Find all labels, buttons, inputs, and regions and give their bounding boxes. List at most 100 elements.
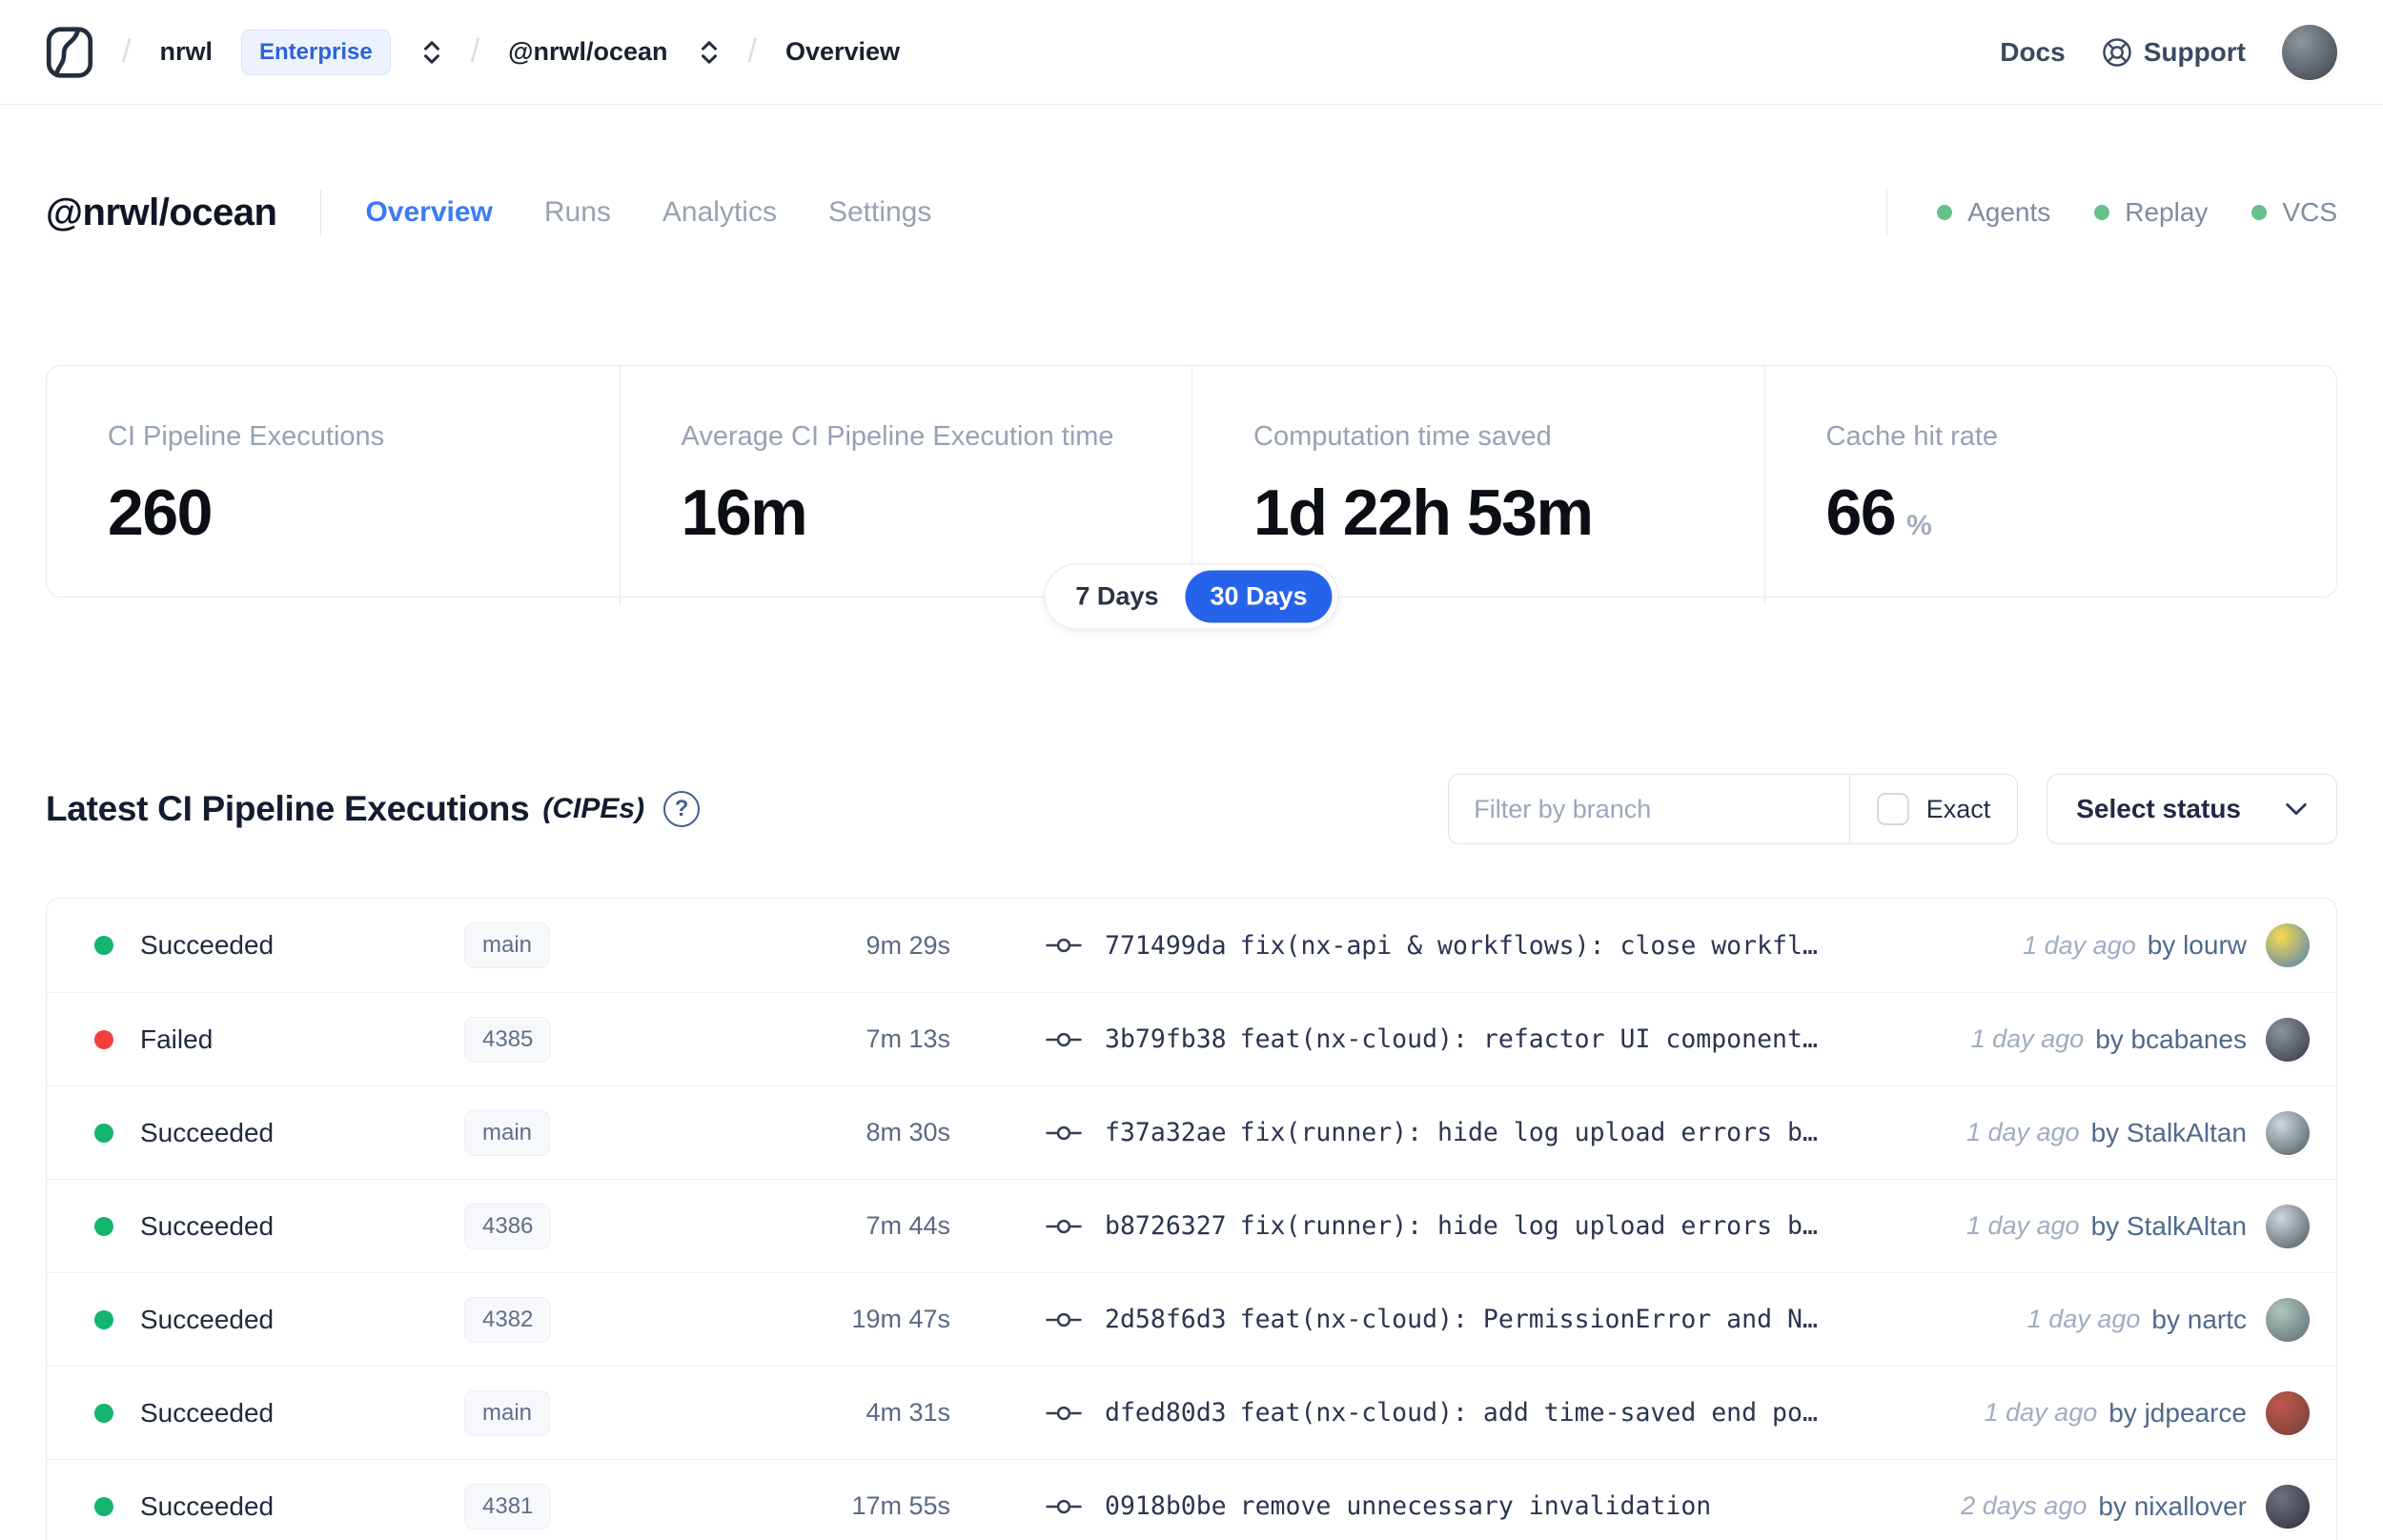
nx-cloud-logo-icon[interactable] bbox=[46, 26, 93, 79]
range-option-7-days[interactable]: 7 Days bbox=[1075, 581, 1159, 611]
run-duration: 8m 30s bbox=[866, 1118, 950, 1146]
commit-message: fix(runner): hide log upload errors b… bbox=[1239, 1211, 1818, 1241]
run-status-label: Succeeded bbox=[140, 1397, 275, 1428]
service-status-agents[interactable]: Agents bbox=[1937, 197, 2050, 228]
run-author: by nixallover bbox=[2098, 1490, 2247, 1521]
run-author: by StalkAltan bbox=[2090, 1117, 2247, 1147]
tab-settings[interactable]: Settings bbox=[827, 196, 932, 228]
run-duration: 4m 31s bbox=[866, 1398, 950, 1427]
branch-badge[interactable]: main bbox=[464, 922, 551, 968]
breadcrumb: / nrwl Enterprise / @nrwl/ocean / Overvi… bbox=[46, 26, 900, 79]
table-row[interactable]: Failed 4385 7m 13s 3b79fb38 feat(nx-cloud… bbox=[47, 992, 2336, 1085]
table-row[interactable]: Succeeded 4381 17m 55s 0918b0be remove un… bbox=[47, 1459, 2336, 1540]
commit-text[interactable]: b8726327 fix(runner): hide log upload err… bbox=[1105, 1211, 1818, 1241]
table-row[interactable]: Succeeded main 8m 30s f37a32ae fix(runner… bbox=[47, 1085, 2336, 1179]
table-row[interactable]: Succeeded 4382 19m 47s 2d58f6d3 feat(nx-c… bbox=[47, 1272, 2336, 1366]
run-duration: 17m 55s bbox=[851, 1491, 950, 1520]
commit-text[interactable]: f37a32ae fix(runner): hide log upload err… bbox=[1105, 1118, 1818, 1147]
run-time-ago: 1 day ago bbox=[1965, 1118, 2080, 1146]
git-commit-icon bbox=[1046, 1496, 1082, 1517]
author-avatar[interactable] bbox=[2266, 1110, 2310, 1155]
author-avatar[interactable] bbox=[2266, 1204, 2310, 1248]
help-question-icon[interactable]: ? bbox=[663, 791, 701, 827]
run-status-dot-icon bbox=[94, 1216, 113, 1236]
run-duration: 9m 29s bbox=[866, 930, 950, 960]
run-duration: 7m 13s bbox=[866, 1024, 950, 1053]
run-status-dot-icon bbox=[94, 936, 113, 955]
branch-filter-input[interactable] bbox=[1449, 775, 1849, 843]
branch-badge[interactable]: 4382 bbox=[464, 1296, 552, 1343]
tab-overview[interactable]: Overview bbox=[365, 196, 493, 228]
stat-card-ci-pipeline-executions: CI Pipeline Executions 260 bbox=[47, 366, 620, 605]
table-row[interactable]: Succeeded main 4m 31s dfed80d3 feat(nx-cl… bbox=[47, 1366, 2336, 1459]
breadcrumb-workspace[interactable]: @nrwl/ocean bbox=[508, 37, 668, 66]
service-label: VCS bbox=[2282, 197, 2337, 227]
commit-text[interactable]: 2d58f6d3 feat(nx-cloud): PermissionError … bbox=[1105, 1305, 1818, 1334]
author-avatar[interactable] bbox=[2266, 1017, 2310, 1062]
status-select-dropdown[interactable]: Select status bbox=[2047, 774, 2337, 844]
service-status-vcs[interactable]: VCS bbox=[2251, 197, 2337, 228]
author-avatar[interactable] bbox=[2266, 923, 2310, 967]
breadcrumb-org[interactable]: nrwl bbox=[159, 37, 213, 66]
run-status-label: Succeeded bbox=[140, 1304, 275, 1334]
stats-cards: CI Pipeline Executions 260 Average CI Pi… bbox=[46, 365, 2337, 630]
workspace-switcher-chevron-up-down-icon[interactable] bbox=[699, 39, 720, 66]
author-avatar[interactable] bbox=[2266, 1484, 2310, 1529]
workspace-tabs: Overview Runs Analytics Settings bbox=[365, 196, 931, 229]
service-status-group: Agents Replay VCS bbox=[1886, 190, 2337, 235]
branch-badge[interactable]: main bbox=[464, 1109, 551, 1156]
commit-message: feat(nx-cloud): add time-saved end po… bbox=[1239, 1398, 1818, 1428]
section-title-suffix: (CIPEs) bbox=[542, 793, 645, 824]
git-commit-icon bbox=[1046, 935, 1082, 956]
tab-analytics[interactable]: Analytics bbox=[662, 196, 777, 228]
stat-label: Cache hit rate bbox=[1825, 421, 1999, 452]
commit-text[interactable]: 0918b0be remove unnecessary invalidation bbox=[1105, 1491, 1711, 1521]
author-avatar[interactable] bbox=[2266, 1297, 2310, 1342]
cipe-table: Succeeded main 9m 29s 771499da fix(nx-api… bbox=[46, 898, 2337, 1540]
cipe-section-header: Latest CI Pipeline Executions (CIPEs) ? … bbox=[46, 774, 2337, 844]
workspace-header: @nrwl/ocean Overview Runs Analytics Sett… bbox=[0, 186, 2383, 239]
workspace-title: @nrwl/ocean bbox=[46, 191, 277, 233]
exact-checkbox[interactable] bbox=[1876, 793, 1909, 825]
branch-badge[interactable]: main bbox=[464, 1389, 551, 1436]
stat-label: Computation time saved bbox=[1253, 421, 1552, 452]
org-switcher-chevron-up-down-icon[interactable] bbox=[421, 39, 442, 66]
run-status-dot-icon bbox=[94, 1496, 113, 1516]
service-status-replay[interactable]: Replay bbox=[2094, 197, 2208, 228]
commit-message: remove unnecessary invalidation bbox=[1239, 1491, 1712, 1521]
stat-value: 260 bbox=[108, 476, 213, 549]
support-label: Support bbox=[2143, 36, 2246, 67]
table-row[interactable]: Succeeded 4386 7m 44s b8726327 fix(runner… bbox=[47, 1179, 2336, 1272]
table-row[interactable]: Succeeded main 9m 29s 771499da fix(nx-api… bbox=[47, 899, 2336, 992]
exact-match-toggle[interactable]: Exact bbox=[1848, 775, 2018, 843]
commit-message: feat(nx-cloud): PermissionError and N… bbox=[1239, 1305, 1818, 1334]
run-status-label: Failed bbox=[140, 1023, 214, 1054]
branch-badge[interactable]: 4386 bbox=[464, 1203, 552, 1249]
commit-message: feat(nx-cloud): refactor UI component… bbox=[1239, 1024, 1818, 1054]
branch-badge[interactable]: 4381 bbox=[464, 1483, 552, 1530]
commit-text[interactable]: 771499da fix(nx-api & workflows): close w… bbox=[1105, 931, 1818, 961]
stat-label: CI Pipeline Executions bbox=[108, 421, 385, 452]
run-time-ago: 1 day ago bbox=[2027, 1305, 2141, 1333]
commit-hash: dfed80d3 bbox=[1105, 1398, 1227, 1428]
docs-link[interactable]: Docs bbox=[2000, 36, 2066, 67]
run-time-ago: 1 day ago bbox=[1965, 1211, 2080, 1240]
breadcrumb-separator: / bbox=[122, 33, 132, 70]
git-commit-icon bbox=[1046, 1029, 1082, 1050]
branch-badge[interactable]: 4385 bbox=[464, 1016, 552, 1063]
support-link[interactable]: Support bbox=[2102, 37, 2246, 68]
commit-text[interactable]: 3b79fb38 feat(nx-cloud): refactor UI comp… bbox=[1105, 1024, 1818, 1054]
tab-runs[interactable]: Runs bbox=[543, 196, 611, 228]
user-avatar[interactable] bbox=[2282, 24, 2337, 80]
git-commit-icon bbox=[1046, 1216, 1082, 1237]
exact-label: Exact bbox=[1925, 794, 1991, 823]
run-author: by nartc bbox=[2151, 1304, 2247, 1334]
range-option-30-days[interactable]: 30 Days bbox=[1185, 570, 1333, 623]
commit-text[interactable]: dfed80d3 feat(nx-cloud): add time-saved e… bbox=[1105, 1398, 1818, 1428]
branch-filter-group: Exact bbox=[1448, 774, 2019, 844]
author-avatar[interactable] bbox=[2266, 1390, 2310, 1435]
git-commit-icon bbox=[1046, 1403, 1082, 1424]
git-commit-icon bbox=[1046, 1123, 1082, 1144]
plan-badge[interactable]: Enterprise bbox=[240, 29, 391, 75]
stat-label: Average CI Pipeline Execution time bbox=[681, 421, 1114, 452]
